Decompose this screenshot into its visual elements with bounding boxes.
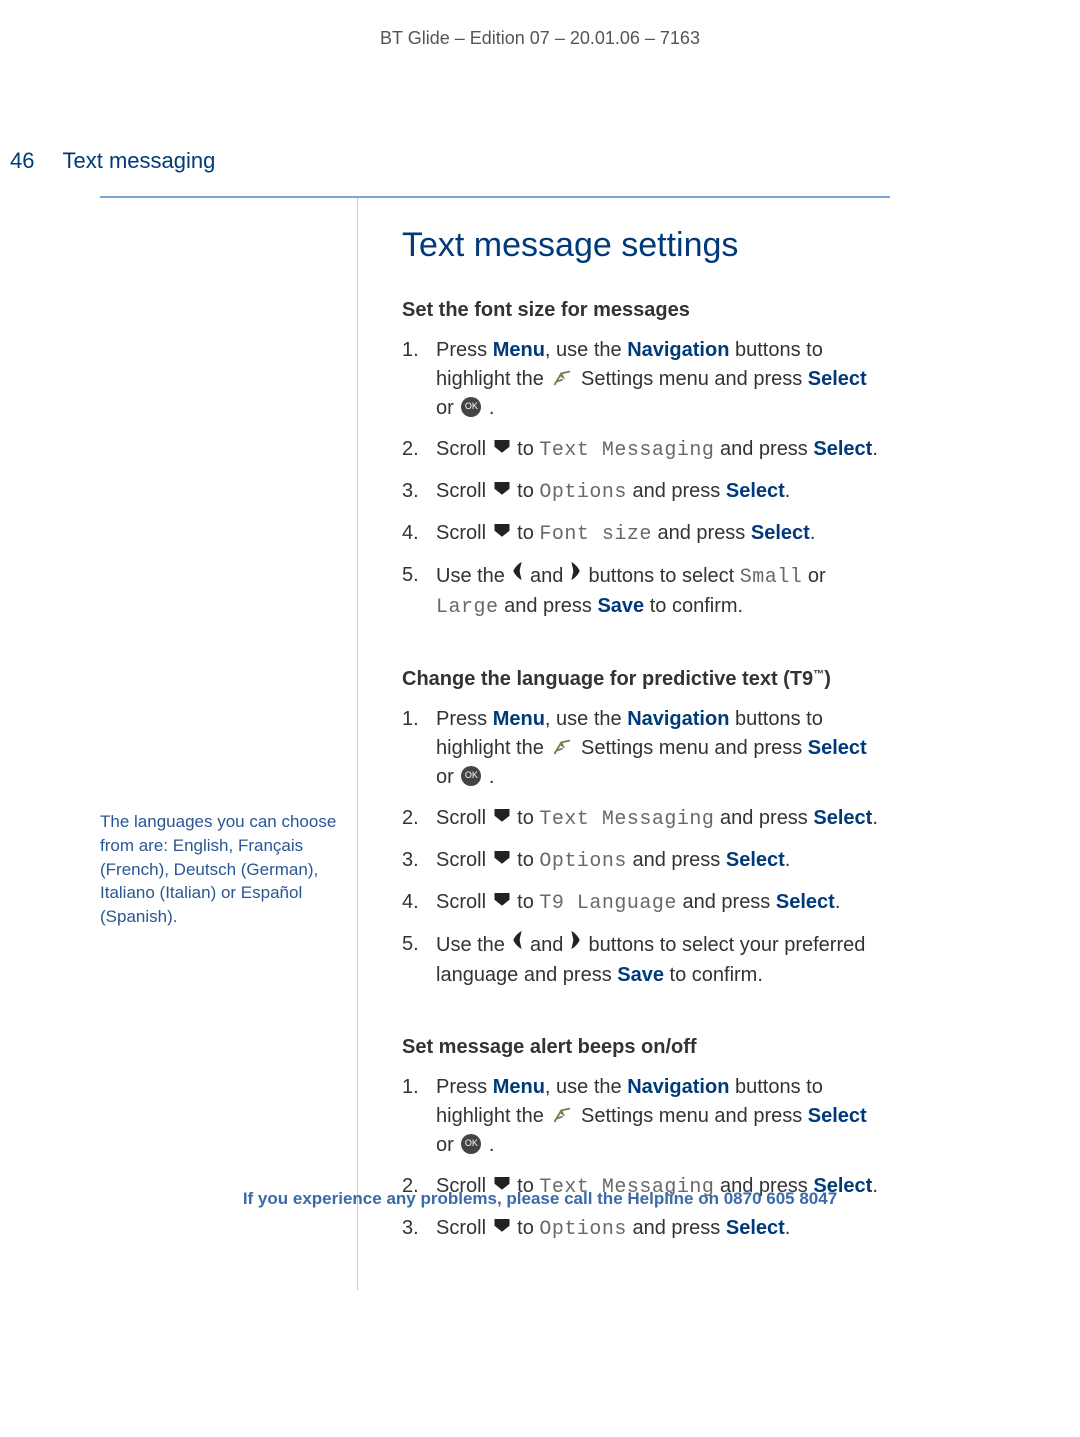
keyword: Navigation <box>627 708 729 730</box>
down-arrow-icon <box>493 845 511 874</box>
keyword: Menu <box>493 708 545 730</box>
down-arrow-icon <box>493 803 511 832</box>
lcd-text: Options <box>539 1218 627 1241</box>
lcd-text: T9 Language <box>539 892 677 915</box>
keyword: Select <box>808 368 867 390</box>
subheading: Set the font size for messages <box>402 299 890 322</box>
down-arrow-icon <box>493 1213 511 1242</box>
lcd-text: Text Messaging <box>539 439 714 462</box>
left-arrow-icon <box>510 929 524 960</box>
steps-list: Press Menu, use the Navigation buttons t… <box>402 1073 890 1244</box>
settings-icon <box>551 1105 573 1125</box>
instruction-step: Scroll to Font size and press Select. <box>402 519 890 549</box>
keyword: Menu <box>493 339 545 361</box>
down-arrow-icon <box>493 476 511 505</box>
content-area: The languages you can choose from are: E… <box>100 198 890 1290</box>
keyword: Navigation <box>627 339 729 361</box>
subheading: Change the language for predictive text … <box>402 668 890 691</box>
lcd-text: Options <box>539 481 627 504</box>
steps-list: Press Menu, use the Navigation buttons t… <box>402 336 890 622</box>
footer-phone: 0870 605 8047 <box>724 1189 837 1208</box>
keyword: Select <box>813 438 872 460</box>
main-column: Text message settings Set the font size … <box>358 198 890 1290</box>
main-title: Text message settings <box>402 226 890 265</box>
instruction-step: Scroll to Options and press Select. <box>402 477 890 507</box>
keyword: Menu <box>493 1076 545 1098</box>
trademark: ™ <box>813 668 824 680</box>
down-arrow-icon <box>493 887 511 916</box>
down-arrow-icon <box>493 434 511 463</box>
keyword: Select <box>808 1105 867 1127</box>
keyword: Select <box>813 807 872 829</box>
settings-icon <box>551 368 573 388</box>
instruction-step: Scroll to Text Messaging and press Selec… <box>402 435 890 465</box>
subheading: Set message alert beeps on/off <box>402 1036 890 1059</box>
page-header: 46 Text messaging <box>10 148 215 174</box>
keyword: Save <box>597 595 644 617</box>
footer-text: If you experience any problems, please c… <box>243 1189 724 1208</box>
instruction-step: Use the and buttons to select Small or L… <box>402 561 890 622</box>
keyword: Select <box>776 891 835 913</box>
keyword: Select <box>726 480 785 502</box>
lcd-text: Text Messaging <box>539 808 714 831</box>
instruction-step: Press Menu, use the Navigation buttons t… <box>402 1073 890 1160</box>
keyword: Select <box>726 849 785 871</box>
instruction-section: Change the language for predictive text … <box>402 668 890 990</box>
instruction-section: Set message alert beeps on/off Press Menu… <box>402 1036 890 1244</box>
settings-icon <box>551 737 573 757</box>
helpline-footer: If you experience any problems, please c… <box>0 1189 1080 1209</box>
section-title: Text messaging <box>62 148 215 174</box>
keyword: Select <box>726 1217 785 1239</box>
ok-button-icon: OK <box>461 1134 481 1154</box>
ok-button-icon: OK <box>461 397 481 417</box>
instruction-step: Scroll to Options and press Select. <box>402 846 890 876</box>
left-arrow-icon <box>510 560 524 591</box>
ok-button-icon: OK <box>461 766 481 786</box>
keyword: Select <box>751 522 810 544</box>
instruction-step: Use the and buttons to select your prefe… <box>402 930 890 990</box>
instruction-step: Scroll to Options and press Select. <box>402 1214 890 1244</box>
lcd-text: Small <box>740 566 803 589</box>
instruction-section: Set the font size for messages Press Menu… <box>402 299 890 622</box>
sidebar-column: The languages you can choose from are: E… <box>100 198 358 1290</box>
document-meta: BT Glide – Edition 07 – 20.01.06 – 7163 <box>0 0 1080 49</box>
lcd-text: Font size <box>539 523 652 546</box>
keyword: Select <box>808 737 867 759</box>
keyword: Navigation <box>627 1076 729 1098</box>
page-number: 46 <box>10 148 34 174</box>
sidebar-note: The languages you can choose from are: E… <box>100 810 340 929</box>
instruction-step: Press Menu, use the Navigation buttons t… <box>402 705 890 792</box>
lcd-text: Large <box>436 596 499 619</box>
right-arrow-icon <box>569 560 583 591</box>
lcd-text: Options <box>539 850 627 873</box>
instruction-step: Scroll to Text Messaging and press Selec… <box>402 804 890 834</box>
instruction-step: Scroll to T9 Language and press Select. <box>402 888 890 918</box>
right-arrow-icon <box>569 929 583 960</box>
steps-list: Press Menu, use the Navigation buttons t… <box>402 705 890 990</box>
instruction-step: Press Menu, use the Navigation buttons t… <box>402 336 890 423</box>
keyword: Save <box>617 964 664 986</box>
down-arrow-icon <box>493 518 511 547</box>
